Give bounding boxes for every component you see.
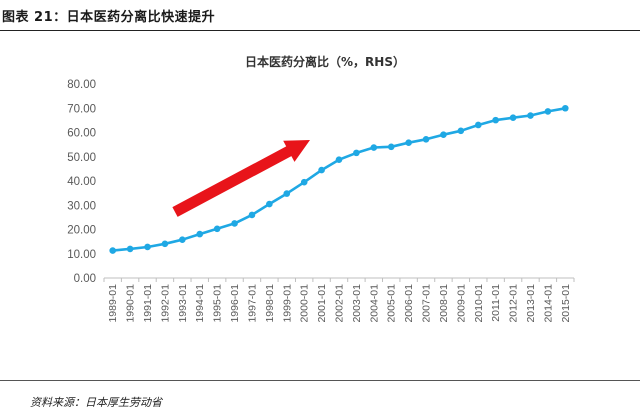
x-tick-label: 2005-01 <box>386 284 398 323</box>
x-tick-label: 2010-01 <box>473 284 485 323</box>
chart-title: 日本医药分离比（%，RHS） <box>245 54 405 69</box>
x-tick-label: 2003-01 <box>351 284 363 323</box>
x-tick-label: 2009-01 <box>455 284 467 323</box>
x-tick-label: 2006-01 <box>403 284 415 323</box>
x-tick-label: 2000-01 <box>299 284 311 323</box>
data-point <box>179 236 186 243</box>
data-point <box>370 144 378 151</box>
y-tick-label: 20.00 <box>67 225 96 237</box>
x-tick-label: 1989-01 <box>107 284 119 323</box>
y-axis-ticks: 0.00 10.00 20.00 30.00 40.00 50.00 60.00 70.00 8… <box>67 79 96 285</box>
data-point <box>213 225 221 233</box>
x-tick-label: 1991-01 <box>142 284 154 323</box>
y-tick-label: 30.00 <box>67 200 96 212</box>
x-tick-label: 1992-01 <box>159 284 171 323</box>
x-tick-label: 1994-01 <box>194 284 206 323</box>
x-tick-label: 1998-01 <box>264 284 276 323</box>
data-point <box>335 156 343 163</box>
x-tick-label: 2008-01 <box>438 284 450 323</box>
data-point <box>283 190 291 197</box>
data-point <box>231 220 238 227</box>
x-axis-ticks: 1989-01 1990-01 1991-01 1992-01 1993-01 1994-… <box>103 278 575 323</box>
series-markers <box>109 104 569 254</box>
figure-header: 图表 21：日本医药分离比快速提升 <box>2 10 216 25</box>
data-point <box>318 166 325 174</box>
data-point <box>387 143 395 151</box>
y-tick-label: 0.00 <box>74 273 96 285</box>
data-point <box>422 135 430 143</box>
x-tick-label: 2004-01 <box>368 284 380 323</box>
x-tick-label: 2011-01 <box>490 284 502 322</box>
data-point <box>440 131 447 138</box>
data-point <box>300 178 308 186</box>
y-tick-label: 70.00 <box>67 103 96 115</box>
data-point <box>457 127 465 135</box>
x-tick-label: 1999-01 <box>281 284 293 323</box>
data-point <box>544 108 552 115</box>
data-point <box>126 245 134 253</box>
y-tick-label: 10.00 <box>67 249 96 261</box>
data-point <box>161 240 169 248</box>
x-tick-label: 2007-01 <box>421 284 433 323</box>
data-point <box>474 121 482 129</box>
x-tick-label: 1996-01 <box>229 284 241 323</box>
x-tick-label: 2001-01 <box>316 284 328 323</box>
data-point <box>527 112 534 119</box>
x-tick-label: 2012-01 <box>508 284 520 323</box>
x-tick-label: 2014-01 <box>542 284 554 323</box>
header-rule <box>0 30 640 31</box>
data-point <box>248 211 256 219</box>
footer-rule <box>0 380 640 381</box>
y-tick-label: 80.00 <box>67 79 96 91</box>
data-point <box>492 116 499 124</box>
y-tick-label: 40.00 <box>67 176 96 188</box>
x-tick-label: 1990-01 <box>125 284 137 323</box>
x-tick-label: 1993-01 <box>177 284 189 323</box>
x-tick-label: 2013-01 <box>525 284 537 323</box>
data-point <box>405 139 412 146</box>
data-point <box>561 104 569 112</box>
data-point <box>109 247 117 254</box>
series-line <box>112 107 566 252</box>
y-tick-label: 60.00 <box>67 128 96 140</box>
data-point <box>266 200 273 208</box>
data-point <box>144 243 151 251</box>
line-chart: 日本医药分离比（%，RHS） 0.00 10.00 20.00 30.00 40.00 5… <box>67 54 575 323</box>
x-tick-label: 2015-01 <box>560 284 572 323</box>
data-point <box>196 230 204 238</box>
x-tick-label: 1997-01 <box>246 284 258 323</box>
data-point <box>353 149 360 157</box>
x-tick-label: 2002-01 <box>334 284 346 323</box>
trend-arrow-icon <box>172 140 310 217</box>
x-tick-label: 1995-01 <box>212 284 224 323</box>
data-point <box>509 114 517 122</box>
source-note: 资料来源：日本厚生劳动省 <box>30 396 162 409</box>
y-tick-label: 50.00 <box>67 152 96 164</box>
